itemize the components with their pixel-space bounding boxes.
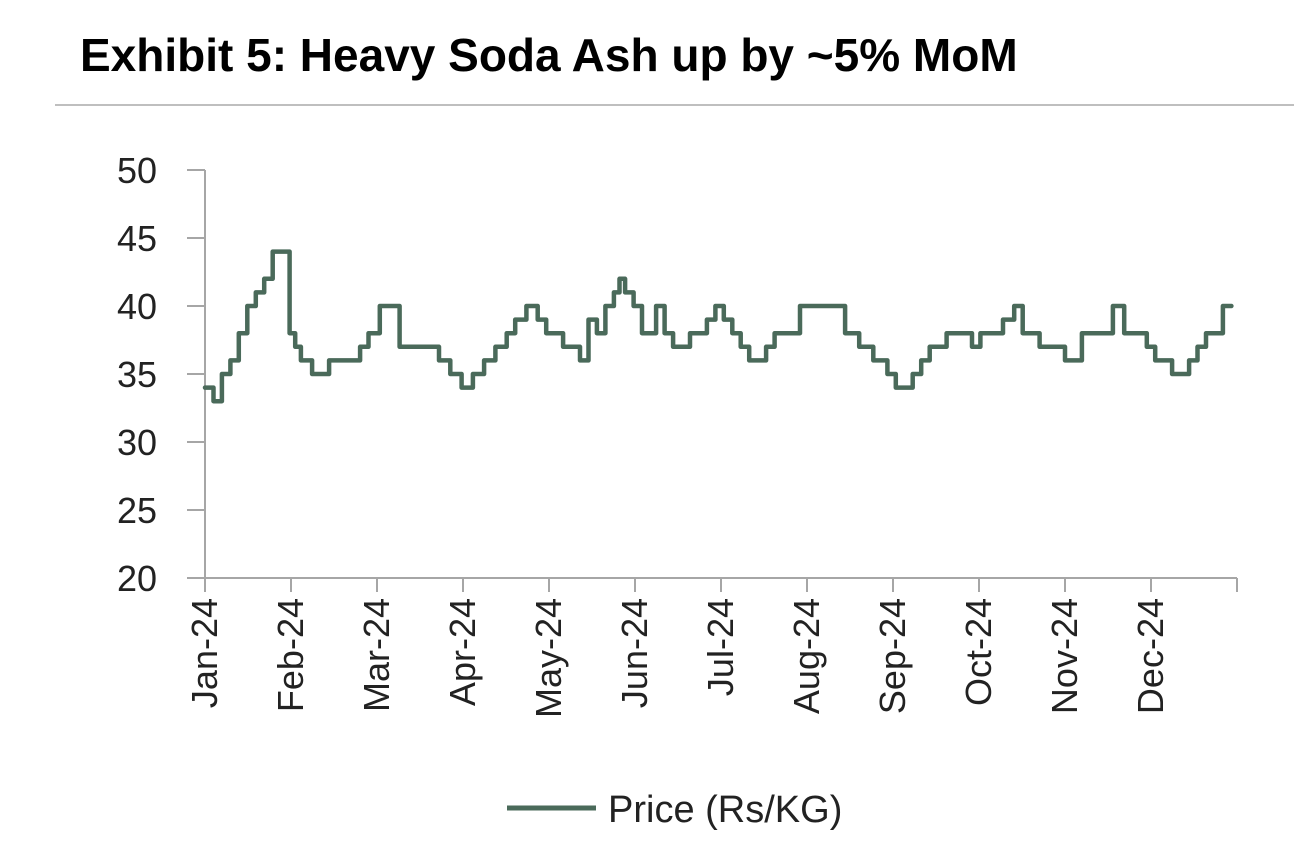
x-tick-label: Oct-24 [958, 598, 999, 706]
y-tick-label: 45 [117, 218, 157, 259]
x-tick-label: Sep-24 [872, 598, 913, 714]
y-tick-label: 50 [117, 150, 157, 191]
legend-label: Price (Rs/KG) [608, 789, 842, 831]
y-tick-label: 30 [117, 422, 157, 463]
y-tick-label: 35 [117, 354, 157, 395]
y-tick-label: 40 [117, 286, 157, 327]
x-tick-label: Nov-24 [1044, 598, 1085, 714]
x-tick-label: May-24 [528, 598, 569, 718]
series-line-0 [202, 249, 1234, 404]
y-tick-label: 25 [117, 490, 157, 531]
x-tick-label: Mar-24 [356, 598, 397, 712]
x-tick-label: Jan-24 [184, 598, 225, 708]
x-tick-label: Jul-24 [700, 598, 741, 696]
legend: Price (Rs/KG) [507, 789, 842, 831]
y-axis: 20 25 30 35 40 45 50 [117, 150, 206, 599]
x-tick-label: Jun-24 [614, 598, 655, 708]
title-divider [55, 104, 1294, 106]
x-axis: Jan-24 Feb-24 Mar-24 Apr-24 May-24 Jun-24 Jul-… [184, 577, 1238, 718]
series-group [202, 249, 1234, 404]
x-tick-label: Dec-24 [1130, 598, 1171, 714]
chart-title: Exhibit 5: Heavy Soda Ash up by ~5% MoM [80, 29, 1018, 81]
y-tick-label: 20 [117, 558, 157, 599]
x-tick-label: Apr-24 [442, 598, 483, 706]
x-tick-label: Feb-24 [270, 598, 311, 712]
x-tick-label: Aug-24 [786, 598, 827, 714]
